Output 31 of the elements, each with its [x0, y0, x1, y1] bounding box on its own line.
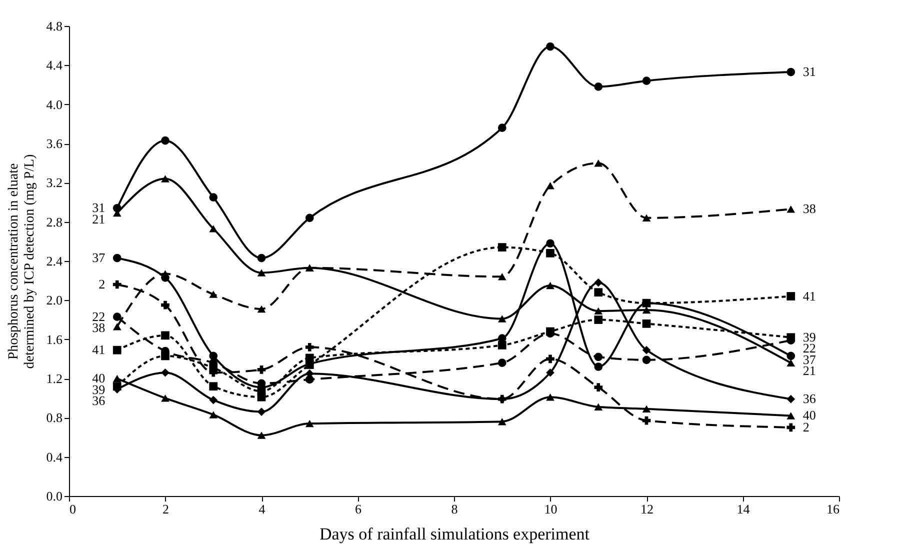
- x-tick-label: 10: [544, 502, 558, 516]
- y-tick-label: 1.6: [46, 332, 63, 347]
- series-label: 36: [802, 391, 816, 406]
- y-tick-label: 2.0: [46, 292, 62, 308]
- x-tick-label: 4: [258, 502, 266, 516]
- x-tick-label: 12: [640, 502, 654, 516]
- y-tick-label: 2.8: [46, 214, 62, 230]
- y-tick-label: 0.4: [46, 449, 63, 464]
- y-tick-label: 1.2: [46, 371, 62, 386]
- y-tick-label: 0.8: [46, 410, 62, 426]
- y-tick-label: 2.4: [46, 254, 63, 268]
- y-tick-label: 3.6: [46, 136, 63, 151]
- series-label: 41: [92, 342, 106, 358]
- x-tick-label: 8: [451, 502, 458, 516]
- series-label: 2: [98, 276, 106, 292]
- x-tick-label: 16: [826, 502, 840, 516]
- x-tick-label: 6: [355, 502, 362, 516]
- x-tick-label: 0: [70, 502, 76, 516]
- x-tick-label: 2: [162, 502, 169, 516]
- y-tick-label: 4.8: [46, 18, 62, 34]
- x-axis-title: Days of rainfall simulations experiment: [319, 524, 590, 544]
- y-tick-label: 4.4: [46, 58, 63, 73]
- x-tick-label: 14: [736, 502, 750, 516]
- series-label: 37: [92, 250, 106, 266]
- y-axis-title: Phosphorus concentration in eluate determined by ICP detection (mg P/L): [6, 154, 38, 369]
- text: 31: [802, 64, 816, 80]
- y-tick-label: 0.0: [46, 488, 62, 504]
- text: 38: [802, 201, 816, 216]
- y-tick-label: 3.2: [46, 175, 62, 190]
- y-tick-label: 4.0: [46, 96, 62, 112]
- text: 41: [802, 288, 816, 304]
